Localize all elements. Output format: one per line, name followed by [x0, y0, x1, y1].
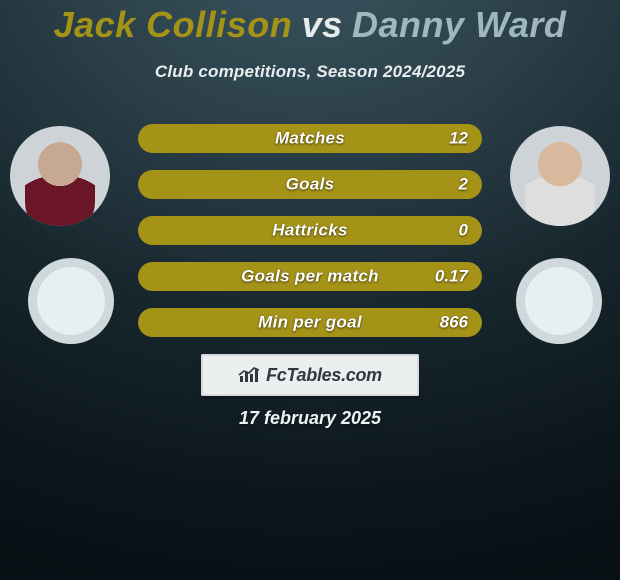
stat-label: Hattricks	[138, 220, 482, 240]
player-2-name: Danny Ward	[352, 4, 566, 45]
stat-bar-goals: Goals 2	[138, 170, 482, 199]
stat-bar-hattricks: Hattricks 0	[138, 216, 482, 245]
stat-bar-matches: Matches 12	[138, 124, 482, 153]
player-1-avatar	[10, 126, 110, 226]
stat-label: Goals	[138, 174, 482, 194]
stat-bar-goals-per-match: Goals per match 0.17	[138, 262, 482, 291]
club-1-crest	[28, 258, 114, 344]
source-badge: FcTables.com	[201, 354, 419, 396]
stat-label: Min per goal	[138, 312, 482, 332]
comparison-title: Jack Collison vs Danny Ward	[0, 4, 620, 46]
subtitle: Club competitions, Season 2024/2025	[0, 62, 620, 82]
stat-bar-min-per-goal: Min per goal 866	[138, 308, 482, 337]
club-2-crest	[516, 258, 602, 344]
stat-label: Matches	[138, 128, 482, 148]
stats-container: Matches 12 Goals 2 Hattricks 0 Goals per…	[138, 124, 482, 337]
stat-value-right: 0	[459, 220, 468, 240]
player-1-name: Jack Collison	[54, 4, 293, 45]
stat-value-right: 866	[440, 312, 468, 332]
stat-value-right: 2	[459, 174, 468, 194]
snapshot-date: 17 february 2025	[0, 408, 620, 429]
player-2-avatar	[510, 126, 610, 226]
stat-value-right: 0.17	[435, 266, 468, 286]
stat-label: Goals per match	[138, 266, 482, 286]
stat-value-right: 12	[449, 128, 468, 148]
vs-text: vs	[302, 4, 343, 45]
source-badge-text: FcTables.com	[266, 365, 382, 386]
chart-icon	[238, 366, 260, 384]
